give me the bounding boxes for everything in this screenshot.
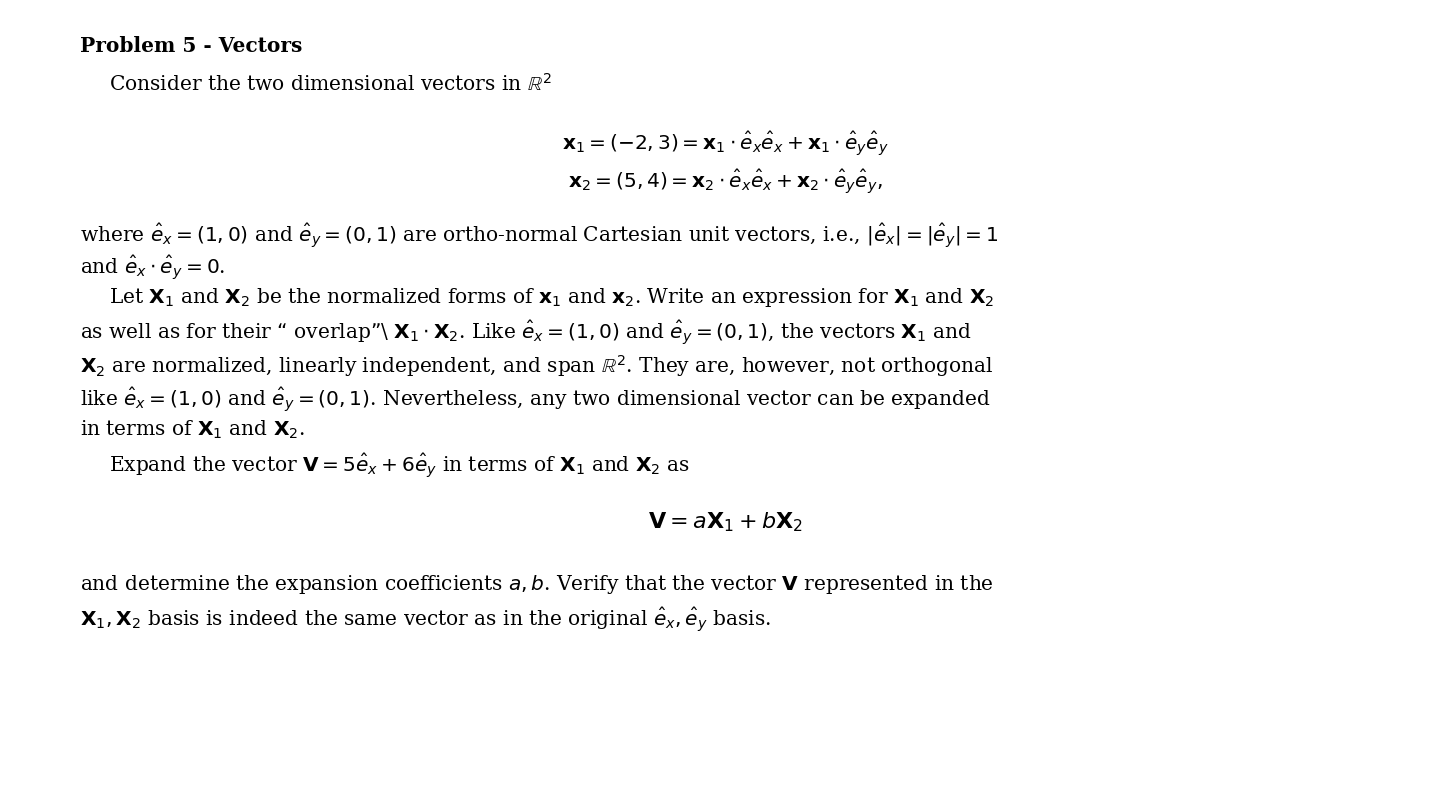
Text: and $\hat{e}_x \cdot \hat{e}_y = 0$.: and $\hat{e}_x \cdot \hat{e}_y = 0$. [80,253,225,282]
Text: Consider the two dimensional vectors in $\mathbb{R}^2$: Consider the two dimensional vectors in … [109,73,551,94]
Text: where $\hat{e}_x = (1, 0)$ and $\hat{e}_y = (0, 1)$ are ortho-normal Cartesian u: where $\hat{e}_x = (1, 0)$ and $\hat{e}_… [80,221,998,249]
Text: $\mathbf{X}_1, \mathbf{X}_2$ basis is indeed the same vector as in the original : $\mathbf{X}_1, \mathbf{X}_2$ basis is in… [80,605,770,633]
Text: Problem 5 - Vectors: Problem 5 - Vectors [80,36,302,56]
Text: Expand the vector $\mathbf{V} = 5\hat{e}_x + 6\hat{e}_y$ in terms of $\mathbf{X}: Expand the vector $\mathbf{V} = 5\hat{e}… [109,452,689,480]
Text: $\mathbf{x}_1 = (-2, 3) = \mathbf{x}_1 \cdot \hat{e}_x \hat{e}_x + \mathbf{x}_1 : $\mathbf{x}_1 = (-2, 3) = \mathbf{x}_1 \… [562,129,889,157]
Text: Let $\mathbf{X}_1$ and $\mathbf{X}_2$ be the normalized forms of $\mathbf{x}_1$ : Let $\mathbf{X}_1$ and $\mathbf{X}_2$ be… [109,286,994,310]
Text: and determine the expansion coefficients $a, b$. Verify that the vector $\mathbf: and determine the expansion coefficients… [80,573,994,596]
Text: as well as for their “ overlap”\ $\mathbf{X}_1 \cdot \mathbf{X}_2$. Like $\hat{e: as well as for their “ overlap”\ $\mathb… [80,319,972,347]
Text: $\mathbf{V} = a\mathbf{X}_1 + b\mathbf{X}_2$: $\mathbf{V} = a\mathbf{X}_1 + b\mathbf{X… [649,510,802,533]
Text: $\mathbf{X}_2$ are normalized, linearly independent, and span $\mathbb{R}^2$. Th: $\mathbf{X}_2$ are normalized, linearly … [80,353,992,378]
Text: $\mathbf{x}_2 = (5, 4) = \mathbf{x}_2 \cdot \hat{e}_x \hat{e}_x + \mathbf{x}_2 \: $\mathbf{x}_2 = (5, 4) = \mathbf{x}_2 \c… [569,167,882,195]
Text: like $\hat{e}_x = (1, 0)$ and $\hat{e}_y = (0, 1)$. Nevertheless, any two dimens: like $\hat{e}_x = (1, 0)$ and $\hat{e}_y… [80,386,991,414]
Text: in terms of $\mathbf{X}_1$ and $\mathbf{X}_2$.: in terms of $\mathbf{X}_1$ and $\mathbf{… [80,419,305,441]
